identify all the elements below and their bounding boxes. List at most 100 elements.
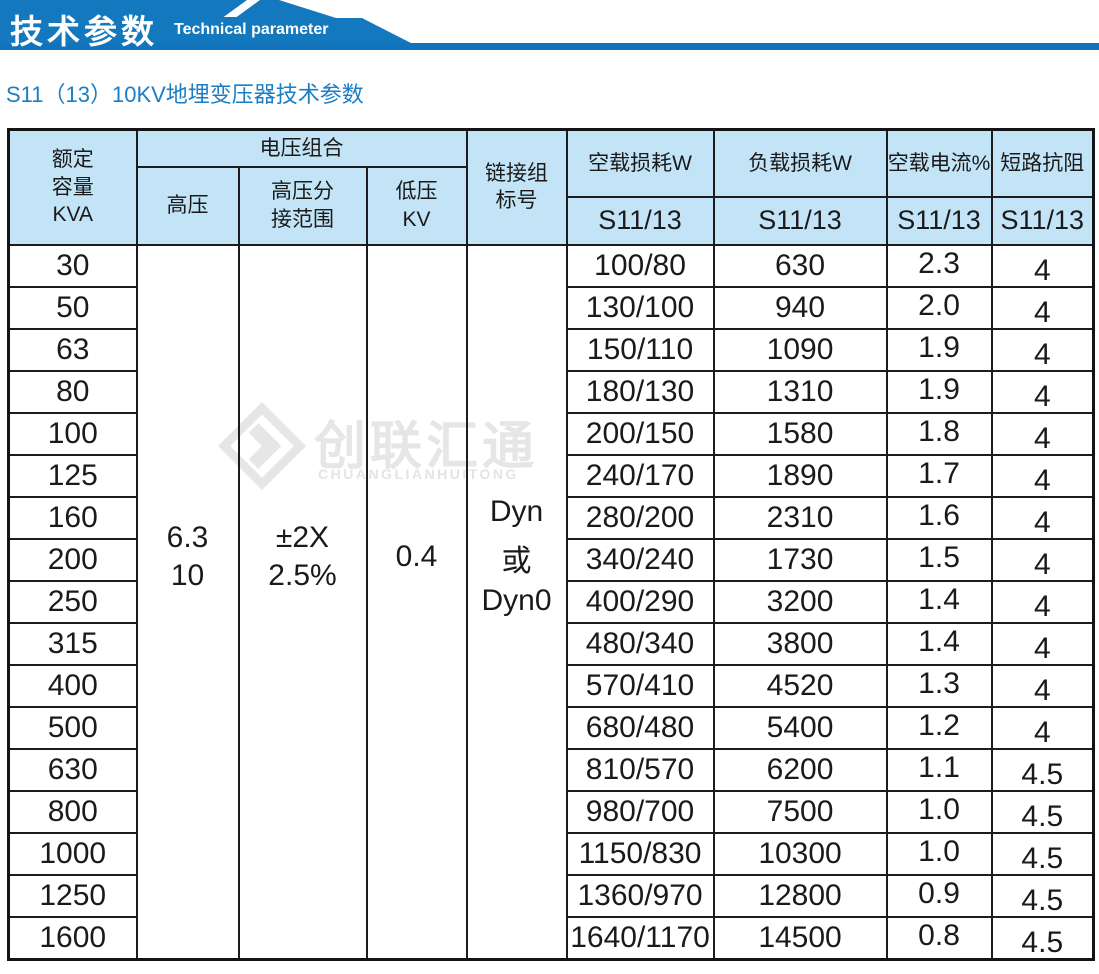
impedance-cell: 4 [990, 579, 1095, 624]
no-load-current-cell: 1.8 [885, 411, 993, 456]
banner-title-en: Technical parameter [174, 21, 329, 38]
table-row: 250 400/290 3200 1.4 4 [7, 579, 1095, 624]
no-load-loss-cell: 680/480 [565, 705, 715, 750]
load-loss-cell: 940 [712, 285, 888, 330]
no-load-current-cell: 1.0 [885, 789, 993, 834]
impedance-cell: 4 [990, 621, 1095, 666]
load-loss-cell: 14500 [712, 915, 888, 960]
no-load-current-cell: 1.1 [885, 747, 993, 792]
header-connection: 链接组 标号 [465, 128, 568, 246]
load-loss-cell: 5400 [712, 705, 888, 750]
no-load-loss-cell: 570/410 [565, 663, 715, 708]
header-impedance: 短路抗阻 [990, 128, 1095, 198]
impedance-cell: 4 [990, 285, 1095, 330]
table-body: 30 6.3 10 ±2X 2.5% 0.4 Dyn 或 Dyn0 100/80 630 2.3 4 50… [7, 243, 1095, 960]
header-hv: 高压 [135, 165, 240, 246]
impedance-cell: 4 [990, 705, 1095, 750]
table-row: 315 480/340 3800 1.4 4 [7, 621, 1095, 666]
load-loss-cell: 6200 [712, 747, 888, 792]
impedance-cell: 4.5 [990, 873, 1095, 918]
no-load-current-cell: 1.7 [885, 453, 993, 498]
table-row: 63 150/110 1090 1.9 4 [7, 327, 1095, 372]
no-load-loss-cell: 100/80 [565, 243, 715, 288]
no-load-current-cell: 1.9 [885, 369, 993, 414]
no-load-loss-cell: 400/290 [565, 579, 715, 624]
page-header-banner: 技术参数 Technical parameter [0, 0, 1099, 50]
no-load-current-cell: 2.3 [885, 243, 993, 288]
capacity-cell: 50 [7, 285, 138, 330]
capacity-cell: 1000 [7, 831, 138, 876]
subheader-model-no-load-loss: S11/13 [565, 195, 715, 246]
lv-merged-cell: 0.4 [365, 243, 468, 960]
capacity-cell: 63 [7, 327, 138, 372]
no-load-loss-cell: 480/340 [565, 621, 715, 666]
capacity-cell: 400 [7, 663, 138, 708]
no-load-current-cell: 1.4 [885, 579, 993, 624]
capacity-cell: 125 [7, 453, 138, 498]
load-loss-cell: 1730 [712, 537, 888, 582]
no-load-loss-cell: 1150/830 [565, 831, 715, 876]
parameters-table: 额定 容量 KVA 电压组合 链接组 标号 空载损耗W 负载损耗W 空载电流% … [7, 128, 1096, 961]
section-title: S11（13）10KV地埋变压器技术参数 [6, 82, 364, 107]
table-row: 100 200/150 1580 1.8 4 [7, 411, 1095, 456]
impedance-cell: 4 [990, 369, 1095, 414]
no-load-loss-cell: 1640/1170 [565, 915, 715, 960]
no-load-loss-cell: 340/240 [565, 537, 715, 582]
no-load-loss-cell: 200/150 [565, 411, 715, 456]
no-load-current-cell: 0.8 [885, 915, 993, 960]
no-load-loss-cell: 810/570 [565, 747, 715, 792]
hv-merged-cell: 6.3 10 [135, 243, 240, 960]
no-load-current-cell: 1.6 [885, 495, 993, 540]
load-loss-cell: 12800 [712, 873, 888, 918]
load-loss-cell: 4520 [712, 663, 888, 708]
impedance-cell: 4 [990, 243, 1095, 288]
header-hv-tap: 高压分 接范围 [237, 165, 368, 246]
hv-tap-merged-cell: ±2X 2.5% [237, 243, 368, 960]
load-loss-cell: 2310 [712, 495, 888, 540]
header-no-load-loss: 空载损耗W [565, 128, 715, 198]
no-load-current-cell: 1.0 [885, 831, 993, 876]
parameters-table-wrap: 创联汇通 CHUANGLIANHUITONG 额定 容量 KVA 电压组合 链接… [7, 128, 1096, 961]
impedance-cell: 4 [990, 327, 1095, 372]
impedance-cell: 4 [990, 495, 1095, 540]
load-loss-cell: 1580 [712, 411, 888, 456]
subheader-model-no-load-current: S11/13 [885, 195, 993, 246]
table-row: 1600 1640/1170 14500 0.8 4.5 [7, 915, 1095, 960]
banner-strip [0, 43, 1099, 50]
no-load-loss-cell: 280/200 [565, 495, 715, 540]
subheader-model-impedance: S11/13 [990, 195, 1095, 246]
no-load-current-cell: 1.9 [885, 327, 993, 372]
load-loss-cell: 10300 [712, 831, 888, 876]
table-row: 1000 1150/830 10300 1.0 4.5 [7, 831, 1095, 876]
load-loss-cell: 1310 [712, 369, 888, 414]
impedance-cell: 4.5 [990, 747, 1095, 792]
no-load-loss-cell: 240/170 [565, 453, 715, 498]
table-row: 200 340/240 1730 1.5 4 [7, 537, 1095, 582]
capacity-cell: 630 [7, 747, 138, 792]
no-load-current-cell: 0.9 [885, 873, 993, 918]
header-voltage-group: 电压组合 [135, 128, 468, 168]
impedance-cell: 4.5 [990, 789, 1095, 834]
capacity-cell: 1250 [7, 873, 138, 918]
no-load-loss-cell: 150/110 [565, 327, 715, 372]
table-row: 50 130/100 940 2.0 4 [7, 285, 1095, 330]
capacity-cell: 1600 [7, 915, 138, 960]
capacity-cell: 200 [7, 537, 138, 582]
capacity-cell: 30 [7, 243, 138, 288]
capacity-cell: 500 [7, 705, 138, 750]
no-load-current-cell: 1.3 [885, 663, 993, 708]
capacity-cell: 160 [7, 495, 138, 540]
header-load-loss: 负载损耗W [712, 128, 888, 198]
impedance-cell: 4.5 [990, 831, 1095, 876]
table-row: 160 280/200 2310 1.6 4 [7, 495, 1095, 540]
table-row: 500 680/480 5400 1.2 4 [7, 705, 1095, 750]
table-row: 630 810/570 6200 1.1 4.5 [7, 747, 1095, 792]
table-row: 1250 1360/970 12800 0.9 4.5 [7, 873, 1095, 918]
table-row: 125 240/170 1890 1.7 4 [7, 453, 1095, 498]
impedance-cell: 4.5 [990, 915, 1095, 960]
impedance-cell: 4 [990, 663, 1095, 708]
banner-shape [0, 0, 411, 43]
no-load-loss-cell: 180/130 [565, 369, 715, 414]
no-load-current-cell: 1.5 [885, 537, 993, 582]
capacity-cell: 315 [7, 621, 138, 666]
